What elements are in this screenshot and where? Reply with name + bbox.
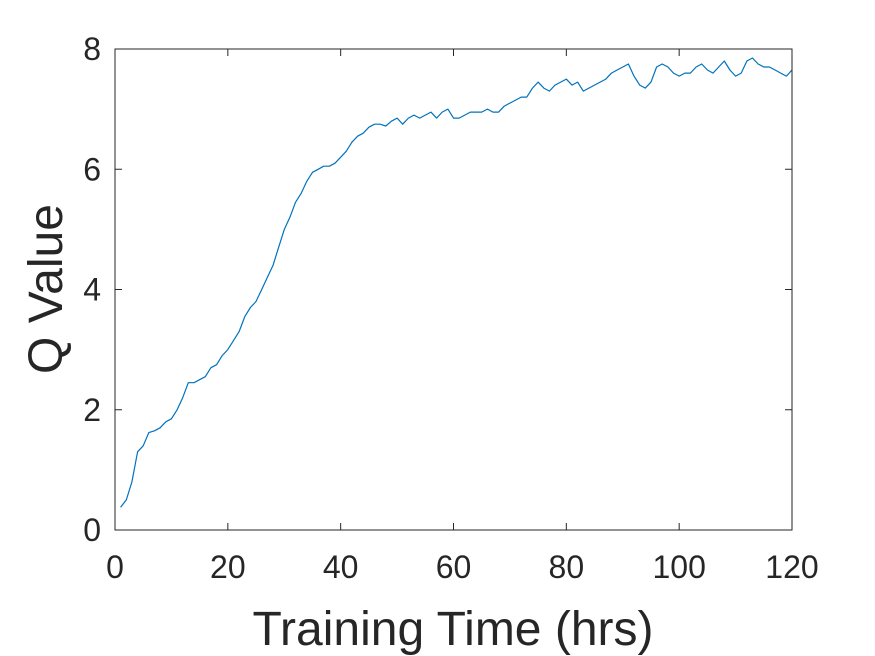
x-tick-label: 100 <box>652 549 705 585</box>
y-tick-label: 6 <box>83 151 101 187</box>
y-tick-label: 2 <box>83 392 101 428</box>
y-axis-title: Q Value <box>20 204 73 374</box>
series-line <box>120 57 793 508</box>
x-axis: 0 20 40 60 80 100 120 <box>106 49 819 585</box>
y-tick-label: 4 <box>83 272 101 308</box>
x-tick-label: 120 <box>765 549 818 585</box>
y-tick-label: 0 <box>83 512 101 548</box>
x-tick-label: 0 <box>106 549 124 585</box>
x-tick-label: 60 <box>436 549 472 585</box>
y-tick-label: 8 <box>83 31 101 67</box>
plot-area <box>115 49 792 530</box>
series-layer <box>120 57 793 508</box>
y-axis: 0 2 4 6 8 <box>83 31 792 548</box>
x-tick-label: 80 <box>549 549 585 585</box>
x-axis-title: Training Time (hrs) <box>253 603 654 656</box>
x-tick-label: 20 <box>210 549 246 585</box>
x-tick-label: 40 <box>323 549 359 585</box>
